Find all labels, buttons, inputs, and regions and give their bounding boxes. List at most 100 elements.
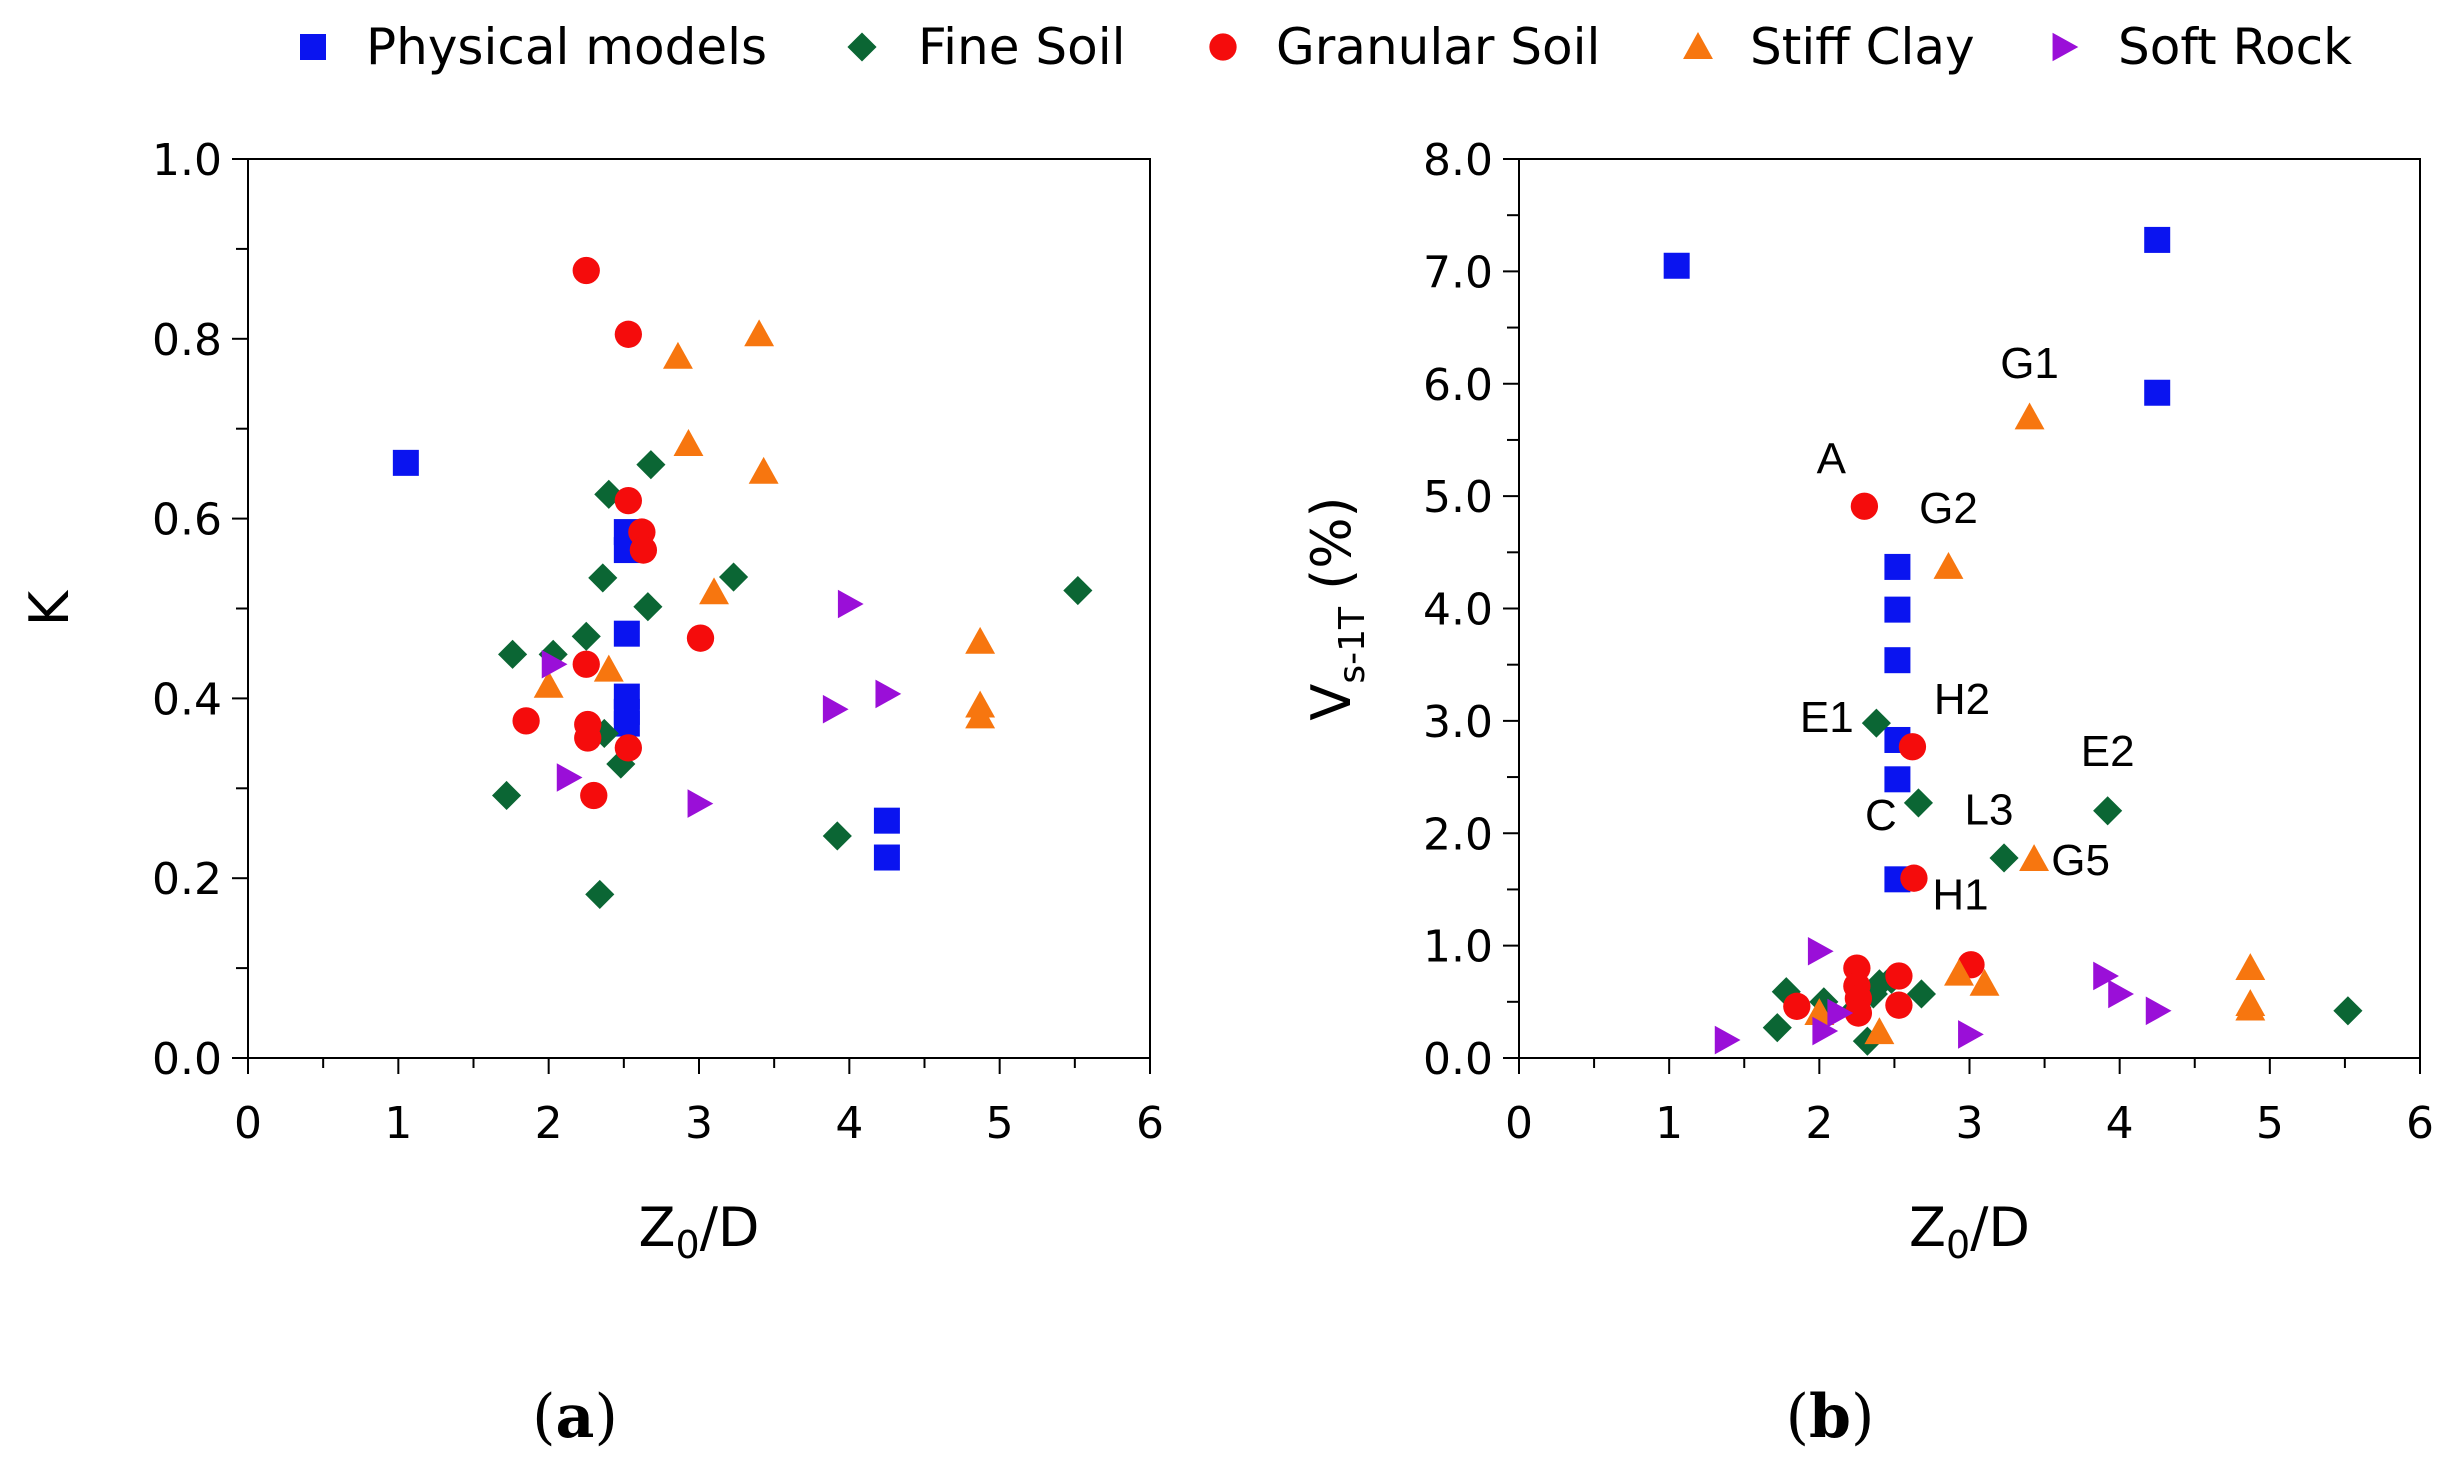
legend-label-fine-soil: Fine Soil [918,18,1125,76]
y-tick-label: 0.2 [152,854,222,905]
point-soft-rock [1812,1016,1839,1046]
x-tick-label: 3 [685,1098,713,1149]
point-granular-soil [614,320,642,348]
point-granular-soil [686,624,715,652]
y-tick-label: 6.0 [1423,360,1493,411]
x-tick-label: 6 [2406,1098,2434,1149]
point-stiff-clay [965,626,996,654]
x-axis-title: Z0/D [1909,1196,2030,1267]
point-fine-soil [636,450,666,480]
y-tick-label: 3.0 [1423,697,1493,748]
y-axis-title: Vs-1T (%) [1300,496,1373,720]
point-granular-soil [572,650,600,678]
point-granular-soil [1844,999,1873,1027]
legend-marker-soft-rock [2052,32,2079,62]
point-soft-rock [2093,961,2119,991]
y-tick-label: 2.0 [1423,809,1493,860]
point-fine-soil [822,821,852,851]
point-granular-soil [1783,992,1811,1020]
point-stiff-clay [663,341,693,369]
point-physical-models [1884,596,1911,623]
panel-a-scatter: 0 1 2 3 4 5 6 0.0 0.2 0.4 0.6 0.8 1.0 Z0/D K (a) [18,135,1164,1452]
panel-label-b: (b) [1786,1382,1875,1452]
point-soft-rock [2108,979,2134,1009]
point-fine-soil [1989,843,2019,873]
point-physical-models [1884,647,1911,674]
point-fine-soil [1861,708,1891,738]
point-soft-rock [1958,1020,1984,1049]
point-soft-rock [687,789,714,818]
y-tick-label: 8.0 [1423,135,1493,186]
annotation-c: C [1865,791,1897,840]
annotation-a: A [1817,435,1847,484]
point-fine-soil [719,562,749,592]
panel-b-scatter: 0 1 2 3 4 5 6 0.0 1.0 2.0 3.0 4.0 5.0 6.0 7.0 8.0 Z0/D Vs… [1300,135,2434,1452]
y-tick-label: 4.0 [1423,585,1493,636]
point-physical-models [2144,226,2171,253]
point-stiff-clay [1864,1017,1895,1045]
point-stiff-clay [673,429,704,456]
y-tick-label: 0.0 [152,1034,222,1085]
point-granular-soil [512,707,540,735]
point-stiff-clay [533,670,564,698]
y-tick-label: 0.0 [1423,1034,1493,1085]
y-tick-label: 1.0 [152,135,222,186]
point-granular-soil [574,724,602,752]
point-soft-rock [1714,1025,1741,1055]
point-soft-rock [2145,996,2172,1026]
legend-label-physical-models: Physical models [366,18,767,76]
y-tick-label: 0.6 [152,495,222,546]
x-tick-label: 1 [384,1098,412,1149]
x-tick-label: 4 [835,1098,863,1149]
point-granular-soil [1850,492,1879,520]
annotation-h1: H1 [1932,871,1988,920]
x-tick-label: 5 [986,1098,1014,1149]
point-stiff-clay [699,577,729,605]
x-tick-label: 0 [234,1098,262,1149]
x-tick-label: 0 [1505,1098,1533,1149]
point-soft-rock [556,763,583,792]
point-fine-soil [633,592,663,622]
point-fine-soil [1906,979,1937,1009]
x-tick-label: 2 [535,1098,563,1149]
panel-label-a: (a) [532,1382,618,1452]
legend-label-stiff-clay: Stiff Clay [1750,18,1975,76]
legend-label-granular-soil: Granular Soil [1276,18,1600,76]
x-tick-label: 1 [1655,1098,1683,1149]
annotation-e1: E1 [1800,693,1854,742]
y-tick-label: 5.0 [1423,472,1493,523]
point-granular-soil [614,486,642,515]
legend-marker-physical-models [300,34,326,60]
annotation-g2: G2 [1919,484,1978,533]
x-axis-title: Z0/D [639,1196,760,1267]
point-stiff-clay [1804,998,1835,1026]
point-stiff-clay [1944,958,1974,986]
annotation-l3: L3 [1965,785,2014,834]
point-fine-soil [1903,788,1934,818]
x-tick-label: 6 [1136,1098,1164,1149]
point-physical-models [613,710,640,737]
point-fine-soil [585,879,615,909]
x-tick-label: 4 [2106,1098,2134,1149]
point-physical-models [873,807,900,834]
point-granular-soil [1898,733,1927,761]
point-physical-models [613,620,640,647]
point-granular-soil [580,781,608,810]
point-physical-models [873,844,900,871]
point-granular-soil [572,256,600,285]
y-tick-label: 0.4 [152,674,222,725]
legend-marker-granular-soil [1209,33,1237,61]
point-stiff-clay [1969,968,2000,996]
x-tick-label: 2 [1805,1098,1833,1149]
point-soft-rock [822,694,849,724]
annotation-g5: G5 [2051,836,2110,885]
legend-marker-stiff-clay [1683,32,1713,59]
point-fine-soil [606,749,636,779]
point-fine-soil [1762,1013,1792,1043]
point-stiff-clay [744,319,775,347]
point-stiff-clay [2235,993,2266,1021]
point-soft-rock [1807,936,1834,966]
point-fine-soil [2333,996,2363,1026]
point-fine-soil [498,639,528,669]
legend-label-soft-rock: Soft Rock [2118,18,2352,76]
